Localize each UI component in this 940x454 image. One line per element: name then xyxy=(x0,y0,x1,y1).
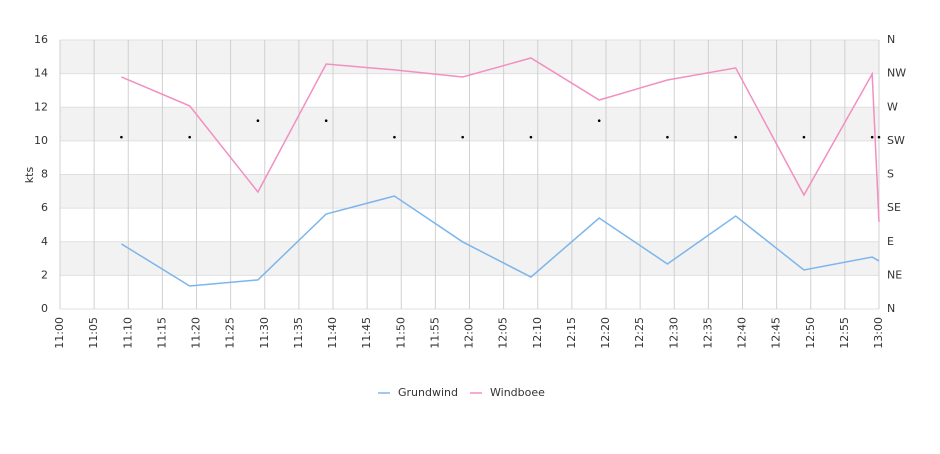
direction-dot xyxy=(188,135,191,139)
y2-tick-label: W xyxy=(887,100,898,113)
y2-tick-label: SE xyxy=(887,201,901,214)
x-tick-label: 11:25 xyxy=(224,317,237,349)
y2-tick-label: S xyxy=(887,168,894,181)
y-tick-label: 12 xyxy=(34,100,48,113)
direction-dot xyxy=(529,135,533,139)
x-tick-label: 11:40 xyxy=(326,317,339,349)
y2-tick-label: NW xyxy=(887,67,906,80)
y-tick-label: 4 xyxy=(41,235,48,248)
series-line xyxy=(121,195,880,287)
direction-dot xyxy=(461,135,464,139)
x-tick-label: 13:00 xyxy=(872,317,885,349)
x-tick-label: 12:30 xyxy=(667,317,680,349)
series-line xyxy=(121,57,880,222)
x-tick-label: 11:20 xyxy=(190,317,203,349)
y2-tick-label: SW xyxy=(887,134,905,147)
x-tick-label: 11:10 xyxy=(121,317,134,349)
y-tick-label: 16 xyxy=(34,33,48,46)
x-tick-label: 12:10 xyxy=(531,317,544,349)
x-tick-label: 12:05 xyxy=(497,317,510,349)
plot-background xyxy=(59,39,880,310)
y2-tick-label: NE xyxy=(887,268,902,281)
direction-dot xyxy=(324,119,328,122)
y-tick-label: 14 xyxy=(34,67,48,80)
direction-dot xyxy=(120,135,123,139)
direction-dot xyxy=(256,119,260,122)
x-tick-label: 11:50 xyxy=(394,317,407,349)
direction-dot xyxy=(666,135,669,139)
y2-tick-label: N xyxy=(887,33,895,46)
legend-label[interactable]: Windboee xyxy=(490,386,545,399)
x-tick-label: 12:40 xyxy=(736,317,749,349)
x-tick-label: 11:00 xyxy=(53,317,66,349)
x-tick-label: 12:45 xyxy=(770,317,783,349)
x-tick-label: 12:20 xyxy=(599,317,612,349)
y-axis-label: kts xyxy=(23,167,36,184)
y-tick-label: 2 xyxy=(41,268,48,281)
y2-tick-label: E xyxy=(887,235,894,248)
direction-dot xyxy=(870,135,874,139)
x-tick-label: 11:30 xyxy=(258,317,271,349)
y-tick-label: 8 xyxy=(41,168,48,181)
x-tick-label: 11:05 xyxy=(87,317,100,349)
x-tick-label: 12:25 xyxy=(633,317,646,349)
direction-dot xyxy=(734,135,737,139)
direction-dot xyxy=(393,135,396,139)
direction-dot xyxy=(597,119,601,122)
x-tick-label: 11:45 xyxy=(360,317,373,349)
x-tick-label: 12:15 xyxy=(565,317,578,349)
direction-dot xyxy=(802,135,806,139)
x-tick-label: 11:55 xyxy=(428,317,441,349)
legend-label[interactable]: Grundwind xyxy=(398,386,458,399)
x-tick-label: 12:55 xyxy=(838,317,851,349)
y2-tick-label: N xyxy=(887,302,895,315)
x-tick-label: 12:35 xyxy=(701,317,714,349)
y-tick-label: 0 xyxy=(41,302,48,315)
x-tick-label: 12:50 xyxy=(804,317,817,349)
x-tick-label: 12:00 xyxy=(463,317,476,349)
direction-dot xyxy=(877,135,881,139)
y-tick-label: 6 xyxy=(41,201,48,214)
x-tick-label: 11:35 xyxy=(292,317,305,349)
x-tick-label: 11:15 xyxy=(155,317,168,349)
y-tick-label: 10 xyxy=(34,134,48,147)
